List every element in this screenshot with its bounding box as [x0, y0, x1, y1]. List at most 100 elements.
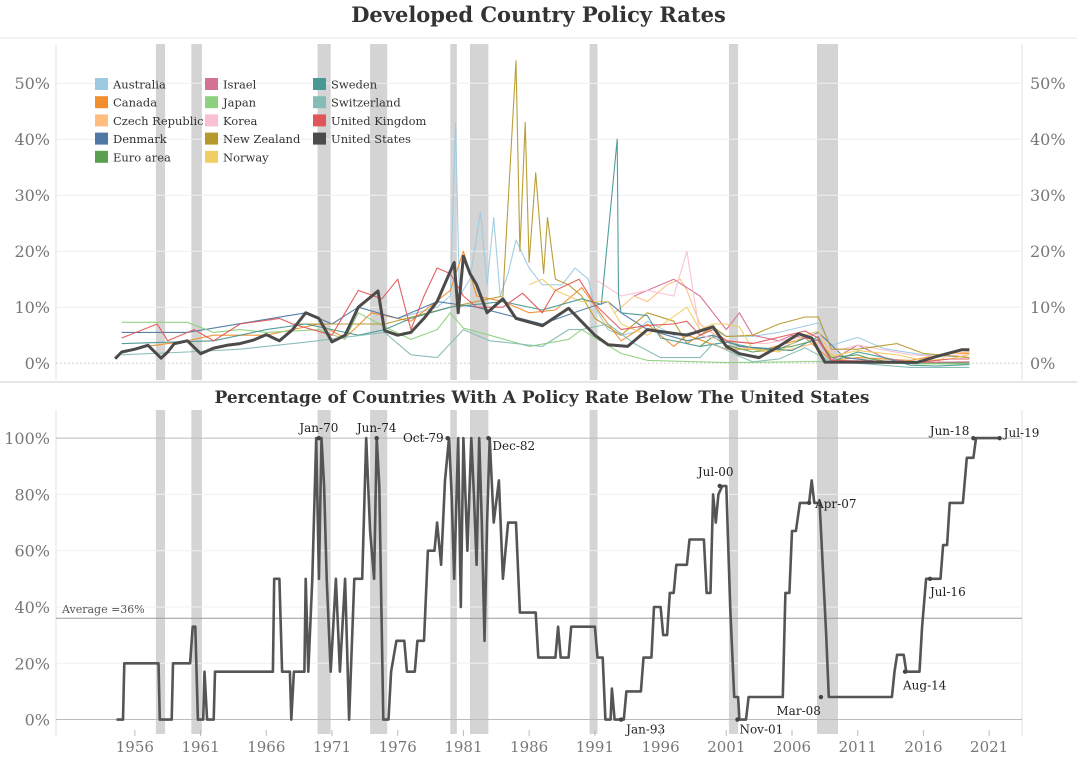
top-y-tick-label-right: 40%: [1030, 130, 1066, 149]
annotation-dot-jun-74: [374, 435, 379, 441]
legend-swatch-sweden: [313, 78, 326, 90]
legend: Australia Canada Czech Republic Denmark Euro…: [95, 78, 427, 164]
legend-label-united-kingdom: United Kingdom: [331, 114, 427, 128]
x-tick-label: 1996: [641, 738, 679, 756]
top-y-tick-label-right: 50%: [1030, 74, 1066, 93]
recession-band: [191, 44, 202, 380]
legend-swatch-israel: [205, 78, 218, 90]
top-y-tick-label-left: 0%: [25, 354, 50, 373]
legend-label-norway: Norway: [223, 150, 269, 164]
legend-label-israel: Israel: [223, 78, 257, 92]
x-tick-label: 2016: [904, 738, 942, 756]
annotation-dot-oct-79: [445, 435, 450, 441]
series-line-united-states: [114, 254, 970, 364]
series-line-korea: [594, 250, 970, 357]
top-y-tick-label-left: 10%: [14, 298, 50, 317]
series-line-sweden: [121, 138, 970, 367]
annotation-jan-93: Jan-93: [624, 723, 665, 737]
x-tick-label: 1966: [247, 738, 285, 756]
annotation-dot-jul-16: [927, 576, 933, 582]
annotation-aug-14: Aug-14: [902, 679, 947, 693]
top-y-tick-label-right: 10%: [1030, 298, 1066, 317]
bottom-panel: 0% 20% 40% 60% 80% 100% Average =36% Jan-70 Jun-…: [4, 410, 1039, 737]
legend-label-australia: Australia: [112, 78, 166, 92]
legend-swatch-canada: [95, 96, 108, 109]
annotation-jun-74: Jun-74: [355, 421, 397, 435]
legend-label-canada: Canada: [113, 96, 157, 110]
annotation-mar-08: Mar-08: [776, 704, 821, 718]
annotation-jul-19: Jul-19: [1002, 426, 1040, 440]
recession-band: [155, 44, 166, 380]
series-line-new-zealand: [292, 60, 970, 359]
annotation-dot-jul-19: [997, 435, 1002, 441]
top-y-tick-label-left: 50%: [14, 74, 50, 93]
top-y-tick-label-right: 0%: [1030, 354, 1055, 373]
legend-label-euro-area: Euro area: [113, 150, 171, 164]
series-line-switzerland: [121, 323, 970, 368]
x-tick-label: 1976: [379, 738, 417, 756]
bottom-y-tick-label: 40%: [14, 598, 50, 617]
bottom-y-tick-label: 60%: [14, 542, 50, 561]
series-line-canada: [134, 250, 970, 361]
x-tick-label: 1986: [510, 738, 548, 756]
x-tick-label: 1981: [444, 738, 482, 756]
legend-label-sweden: Sweden: [331, 78, 378, 92]
average-label: Average =36%: [61, 603, 145, 616]
annotation-dot-apr-07: [806, 500, 812, 506]
top-y-tick-label-right: 20%: [1030, 242, 1066, 261]
x-tick-label: 1956: [116, 738, 154, 756]
series-line-australia: [397, 121, 970, 359]
top-panel: 0% 0% 10% 10% 20% 20% 30% 30% 40% 40% 50% 50%: [0, 44, 1077, 383]
annotation-dec-82: Dec-82: [492, 439, 535, 453]
top-y-tick-label-left: 20%: [14, 242, 50, 261]
top-y-tick-label-left: 40%: [14, 130, 50, 149]
top-y-tick-label-left: 30%: [14, 186, 50, 205]
annotation-jun-18: Jun-18: [928, 424, 970, 438]
recession-band: [816, 410, 838, 734]
recession-band: [728, 44, 739, 380]
legend-label-united-states: United States: [331, 132, 411, 146]
annotation-oct-79: Oct-79: [403, 431, 444, 445]
annotation-dot-aug-14: [902, 669, 908, 674]
x-tick-label: 2011: [839, 738, 877, 756]
legend-swatch-denmark: [95, 132, 108, 145]
annotation-dot-mar-08: [818, 694, 824, 700]
chart-title: Developed Country Policy Rates: [351, 2, 726, 27]
legend-swatch-japan: [205, 96, 218, 109]
recession-band: [450, 44, 457, 380]
recession-band: [470, 44, 489, 380]
x-tick-label: 2006: [773, 738, 811, 756]
legend-label-new-zealand: New Zealand: [223, 132, 301, 146]
legend-swatch-euro-area: [95, 150, 108, 163]
annotation-jul-16: Jul-16: [928, 585, 966, 599]
legend-swatch-czech-republic: [95, 114, 108, 127]
annotation-dot-dec-82: [486, 435, 491, 441]
series-line-denmark: [121, 301, 970, 364]
pct-below-us-line: [116, 436, 1000, 721]
recession-band: [728, 410, 739, 734]
bottom-panel-title: Percentage of Countries With A Policy Ra…: [215, 388, 870, 408]
legend-swatch-korea: [205, 114, 218, 127]
recession-band: [191, 410, 202, 734]
recession-band: [816, 44, 838, 380]
legend-swatch-new-zealand: [205, 132, 218, 145]
legend-swatch-australia: [95, 78, 108, 90]
annotation-dot-nov-01: [735, 717, 740, 722]
x-tick-label: 1971: [313, 738, 351, 756]
x-tick-label: 2021: [970, 738, 1008, 756]
series-line-norway: [528, 278, 970, 361]
annotation-jan-70: Jan-70: [297, 421, 338, 435]
legend-label-korea: Korea: [223, 114, 258, 128]
recession-band: [589, 44, 598, 380]
legend-label-denmark: Denmark: [113, 132, 168, 146]
x-tick-label: 2001: [707, 738, 745, 756]
annotation-nov-01: Nov-01: [739, 723, 783, 737]
top-y-tick-label-right: 30%: [1030, 186, 1066, 205]
x-axis: 1956 1961 1966 1971 1976 1981 1986 1991 1996 2001…: [116, 730, 1008, 756]
annotation-dot-jun-18: [971, 435, 976, 441]
legend-label-czech-republic: Czech Republic: [113, 114, 204, 128]
series-line-united-kingdom: [121, 267, 970, 363]
series-line-japan: [121, 312, 970, 365]
recession-band: [589, 410, 598, 734]
